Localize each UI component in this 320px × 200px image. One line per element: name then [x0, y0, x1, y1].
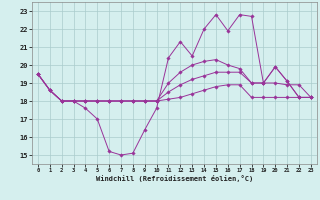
X-axis label: Windchill (Refroidissement éolien,°C): Windchill (Refroidissement éolien,°C) [96, 175, 253, 182]
